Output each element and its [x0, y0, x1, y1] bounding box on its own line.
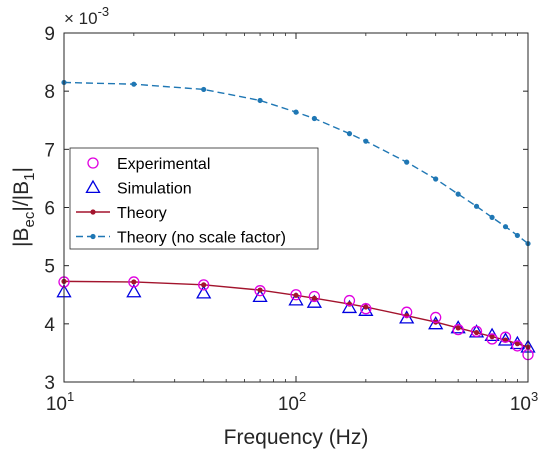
legend-entry: Simulation — [85, 179, 192, 198]
data-point — [489, 214, 495, 220]
data-point — [473, 329, 480, 336]
data-point — [257, 97, 263, 104]
series-layer — [56, 79, 536, 361]
data-point — [293, 109, 299, 115]
legend-marker — [90, 233, 96, 240]
series-theory-no-scale-factor — [61, 79, 531, 247]
data-point — [399, 310, 415, 324]
data-point — [452, 323, 464, 336]
data-point — [126, 284, 142, 298]
legend: Experimental Simulation Theory Theory (no s… — [69, 147, 319, 250]
data-point — [455, 325, 461, 331]
data-point — [252, 288, 268, 303]
legend-entry: Theory — [76, 205, 167, 222]
legend-label: Experimental — [117, 156, 210, 173]
data-point — [196, 285, 212, 299]
data-point — [363, 304, 369, 310]
data-point — [306, 294, 322, 308]
x-tick-label: 102 — [278, 389, 306, 415]
data-point — [489, 334, 495, 340]
ticks-layer: 3 4 5 6 7 8 9 101 102 103 — [44, 24, 538, 415]
data-point — [404, 159, 410, 165]
x-tick-label: 101 — [46, 389, 74, 415]
data-point — [201, 86, 207, 93]
series-line — [63, 280, 529, 348]
data-point — [198, 279, 210, 291]
data-point — [131, 279, 137, 285]
y-axis-label: |Bec|/|B1| — [10, 167, 38, 247]
x-axis-label: Frequency (Hz) — [224, 426, 369, 449]
data-point — [311, 115, 317, 122]
data-point — [499, 331, 512, 343]
data-point — [311, 295, 317, 301]
data-point — [455, 191, 461, 197]
legend-marker — [87, 157, 99, 169]
y-tick-label: 3 — [44, 373, 55, 394]
data-point — [514, 341, 520, 347]
data-point — [473, 203, 480, 209]
legend-marker — [85, 179, 101, 194]
data-point — [511, 340, 524, 352]
data-point — [502, 224, 509, 230]
data-point — [201, 282, 207, 288]
data-point — [360, 303, 372, 315]
legend-label: Simulation — [117, 181, 192, 198]
data-point — [290, 289, 302, 301]
data-point — [346, 131, 353, 137]
data-point — [293, 292, 299, 298]
series-theory — [61, 278, 531, 350]
y-scale-factor: × 10-3 — [64, 4, 109, 28]
data-point — [343, 294, 356, 307]
y-tick-label: 6 — [44, 199, 55, 220]
y-tick-label: 4 — [44, 315, 55, 336]
data-point — [486, 333, 498, 345]
data-point — [254, 285, 266, 297]
data-point — [358, 302, 374, 316]
y-tick-label: 9 — [44, 24, 55, 45]
data-point — [257, 287, 263, 293]
data-point — [341, 299, 358, 314]
legend-marker — [90, 209, 96, 215]
data-point — [363, 138, 369, 144]
data-point — [470, 325, 483, 338]
legend-entry: Experimental — [87, 156, 210, 173]
x-tick-label: 103 — [510, 389, 538, 415]
legend-items: Experimental Simulation Theory Theory (no s… — [76, 156, 286, 247]
legend-entry: Theory (no scale factor) — [76, 230, 286, 247]
y-tick-label: 5 — [44, 257, 55, 278]
legend-label: Theory (no scale factor) — [117, 230, 286, 247]
legend-label: Theory — [117, 205, 167, 222]
series-experimental — [58, 276, 534, 361]
data-point — [401, 306, 413, 318]
series-line — [63, 81, 529, 245]
data-point — [430, 311, 442, 324]
data-point — [514, 232, 520, 239]
legend-box — [69, 147, 319, 250]
y-tick-label: 8 — [44, 82, 55, 103]
data-point — [308, 290, 321, 303]
data-point — [433, 176, 439, 182]
data-point — [131, 81, 137, 87]
data-point — [128, 276, 140, 288]
y-tick-label: 7 — [44, 140, 55, 161]
